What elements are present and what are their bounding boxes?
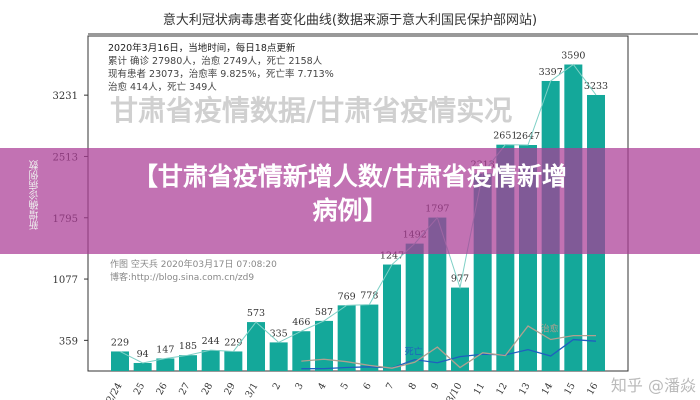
bar xyxy=(111,351,129,371)
bar-value-label: 335 xyxy=(270,328,288,339)
x-tick-label: 8 xyxy=(407,381,420,392)
y-axis-label: 新增确诊病例数 xyxy=(30,160,41,230)
bar xyxy=(315,320,333,371)
x-tick-label: 7 xyxy=(384,381,397,392)
bar-value-label: 573 xyxy=(247,308,265,319)
x-tick-label: 11 xyxy=(472,381,488,397)
bar xyxy=(156,358,175,371)
bar-value-label: 587 xyxy=(315,307,333,318)
bar xyxy=(201,350,220,371)
credit-line: 博客:http://blog.sina.com.cn/zd9 xyxy=(110,273,255,283)
banner-line: 【甘肃省疫情新增人数/甘肃省疫情新增 xyxy=(132,162,568,191)
info-line: 2020年3月16日，当地时间，每日18点更新 xyxy=(108,43,296,54)
x-tick-label: 9 xyxy=(429,381,442,392)
background-watermark: 甘肃省疫情数据/甘肃省疫情实况 xyxy=(110,94,513,127)
bar-value-label: 3590 xyxy=(561,51,585,62)
series-label: 死亡 xyxy=(405,346,423,358)
bar-value-label: 466 xyxy=(292,317,310,328)
x-tick-label: 28 xyxy=(200,381,216,397)
chart-title: 意大利冠状病毒患者变化曲线(数据来源于意大利国民保护部网站) xyxy=(162,13,538,28)
x-tick-label: 16 xyxy=(585,381,601,397)
bar-value-label: 147 xyxy=(156,344,174,355)
x-tick-label: 13 xyxy=(517,381,533,397)
bar-value-label: 244 xyxy=(202,336,220,347)
bar xyxy=(179,355,197,371)
x-tick-label: 3/1 xyxy=(243,381,260,400)
x-tick-label: 26 xyxy=(154,381,170,397)
y-tick-label: 1077 xyxy=(53,275,78,286)
credit-line: 作图 空天兵 2020年03月17日 07:08:20 xyxy=(110,260,277,270)
bar-value-label: 778 xyxy=(360,291,378,302)
x-tick-label: 12 xyxy=(494,381,510,397)
x-tick-label: 4 xyxy=(316,381,329,392)
trend-line xyxy=(119,63,597,364)
series-line-deaths xyxy=(301,338,597,370)
info-box: 2020年3月16日，当地时间，每日18点更新 累计 确诊 27980人，治愈 … xyxy=(108,42,334,94)
banner-title: 【甘肃省疫情新增人数/甘肃省疫情新增 病例】 xyxy=(0,160,700,228)
bar xyxy=(383,264,401,371)
bar-value-label: 229 xyxy=(111,337,129,348)
x-tick-label: 29 xyxy=(222,381,238,397)
bar-value-label: 2651 xyxy=(493,131,517,142)
bar-value-label: 769 xyxy=(338,291,356,302)
series-label: 治愈 xyxy=(541,323,559,335)
bar xyxy=(133,362,152,371)
bar-value-label: 2647 xyxy=(516,131,540,142)
x-tick-label: 27 xyxy=(177,381,193,397)
bar-value-label: 3397 xyxy=(539,67,563,78)
bar xyxy=(451,287,469,371)
x-tick-label: 25 xyxy=(132,381,148,397)
bar xyxy=(360,304,379,371)
bar-value-label: 977 xyxy=(451,274,469,285)
bar xyxy=(269,342,288,371)
bar xyxy=(405,243,424,371)
info-line: 累计 确诊 27980人，治愈 2749人，死亡 2158人 xyxy=(108,56,323,67)
series-line-recovered xyxy=(301,325,596,369)
bar-value-label: 1247 xyxy=(380,251,404,262)
info-line: 现有患者 23073，治愈率 9.825%，死亡率 7.713% xyxy=(108,69,334,80)
bar xyxy=(428,217,447,371)
x-tick-label: 2/24 xyxy=(104,381,124,400)
x-tick-label: 2 xyxy=(271,381,284,392)
x-tick-label: 14 xyxy=(540,381,556,397)
x-tick-label: 3 xyxy=(293,381,306,392)
bar-value-label: 185 xyxy=(179,341,197,352)
bar-value-label: 229 xyxy=(224,337,242,348)
bar xyxy=(337,305,356,371)
x-tick-label: 15 xyxy=(562,381,578,397)
x-tick-label: 5 xyxy=(339,381,352,392)
x-tick-label: 3/10 xyxy=(444,381,464,400)
bar xyxy=(224,351,243,371)
bar xyxy=(292,331,311,371)
bar-value-label: 94 xyxy=(137,349,149,360)
info-line: 治愈 414人，死亡 349人 xyxy=(108,82,217,93)
bar xyxy=(247,322,265,371)
y-tick-label: 359 xyxy=(59,336,78,347)
y-tick-label: 3231 xyxy=(53,91,78,102)
bar-value-label: 3233 xyxy=(584,81,608,92)
x-tick-label: 6 xyxy=(361,381,374,392)
title-banner xyxy=(0,148,700,254)
source-watermark: 知乎 @潘焱 xyxy=(610,376,696,395)
banner-line: 病例】 xyxy=(312,196,388,225)
